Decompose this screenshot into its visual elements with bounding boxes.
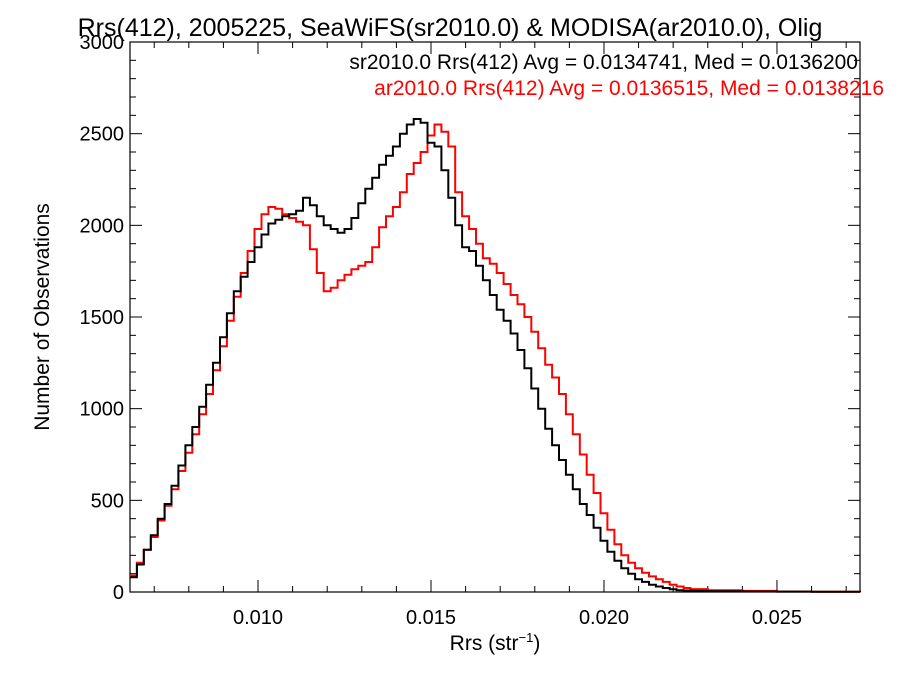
y-tick-label: 1000 xyxy=(80,399,125,421)
plot-frame xyxy=(129,41,861,593)
y-tick-label: 0 xyxy=(113,582,124,604)
y-tick-label: 3000 xyxy=(80,32,125,54)
x-tick-label: 0.010 xyxy=(233,607,283,629)
y-tick-label: 2500 xyxy=(80,124,125,146)
series-line-ar2010 xyxy=(130,123,861,593)
y-tick-label: 1500 xyxy=(80,307,125,329)
series-layer xyxy=(130,118,861,593)
x-axis-label-superscript: −1 xyxy=(519,630,534,645)
y-axis-label: Number of Observations xyxy=(31,203,54,431)
x-tick-label: 0.020 xyxy=(579,607,629,629)
x-axis-label-close: ) xyxy=(533,632,540,655)
x-axis-label: Rrs (str−1) xyxy=(450,630,541,655)
x-axis-label-main: Rrs (str xyxy=(450,632,519,655)
legend-entry-ar2010: ar2010.0 Rrs(412) Avg = 0.0136515, Med =… xyxy=(374,77,884,100)
series-line-sr2010 xyxy=(130,118,861,593)
x-tick-label: 0.025 xyxy=(752,607,802,629)
x-tick-label: 0.015 xyxy=(406,607,456,629)
chart-title: Rrs(412), 2005225, SeaWiFS(sr2010.0) & M… xyxy=(78,14,823,42)
y-tick-label: 500 xyxy=(91,490,124,512)
axis-ticks: 0.010 0.015 0.020 0.025 0 500 1000 1500 2000 2500… xyxy=(80,32,860,629)
y-tick-label: 2000 xyxy=(80,215,125,237)
legend-entry-sr2010: sr2010.0 Rrs(412) Avg = 0.0134741, Med =… xyxy=(349,51,858,74)
